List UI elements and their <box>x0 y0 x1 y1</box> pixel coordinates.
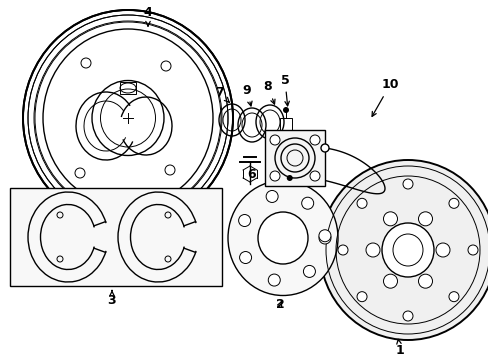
Text: 8: 8 <box>263 81 274 104</box>
Circle shape <box>269 135 280 145</box>
Text: 2: 2 <box>275 298 284 311</box>
Text: 9: 9 <box>242 84 251 106</box>
Text: 3: 3 <box>107 291 116 306</box>
Bar <box>10 188 222 286</box>
Text: 4: 4 <box>143 6 152 26</box>
Ellipse shape <box>356 198 366 208</box>
Ellipse shape <box>402 179 412 189</box>
Ellipse shape <box>448 292 458 302</box>
Ellipse shape <box>418 274 431 288</box>
Ellipse shape <box>227 180 337 296</box>
Ellipse shape <box>43 29 213 207</box>
Ellipse shape <box>356 292 366 302</box>
Ellipse shape <box>238 215 250 226</box>
Bar <box>120 82 136 94</box>
Circle shape <box>320 144 328 152</box>
Ellipse shape <box>467 245 477 255</box>
Ellipse shape <box>92 81 163 156</box>
Ellipse shape <box>239 252 251 264</box>
Ellipse shape <box>435 243 449 257</box>
Ellipse shape <box>381 223 433 277</box>
Ellipse shape <box>365 243 379 257</box>
Ellipse shape <box>383 212 397 226</box>
Ellipse shape <box>268 274 280 286</box>
Ellipse shape <box>318 230 330 242</box>
Circle shape <box>286 175 292 181</box>
Bar <box>280 118 291 130</box>
Text: 10: 10 <box>371 78 398 116</box>
Ellipse shape <box>448 198 458 208</box>
FancyBboxPatch shape <box>264 130 325 186</box>
Text: 7: 7 <box>215 86 229 102</box>
Ellipse shape <box>319 160 488 340</box>
Ellipse shape <box>258 212 307 264</box>
Text: 1: 1 <box>395 339 404 356</box>
Ellipse shape <box>418 212 431 226</box>
Ellipse shape <box>402 311 412 321</box>
Circle shape <box>309 135 319 145</box>
Ellipse shape <box>303 265 315 278</box>
Ellipse shape <box>301 197 313 209</box>
Ellipse shape <box>337 245 347 255</box>
Circle shape <box>309 171 319 181</box>
Ellipse shape <box>318 232 330 244</box>
Ellipse shape <box>265 190 278 202</box>
Text: 5: 5 <box>280 73 289 106</box>
Circle shape <box>269 171 280 181</box>
Ellipse shape <box>383 274 397 288</box>
Text: 6: 6 <box>247 168 256 181</box>
Circle shape <box>283 107 288 113</box>
